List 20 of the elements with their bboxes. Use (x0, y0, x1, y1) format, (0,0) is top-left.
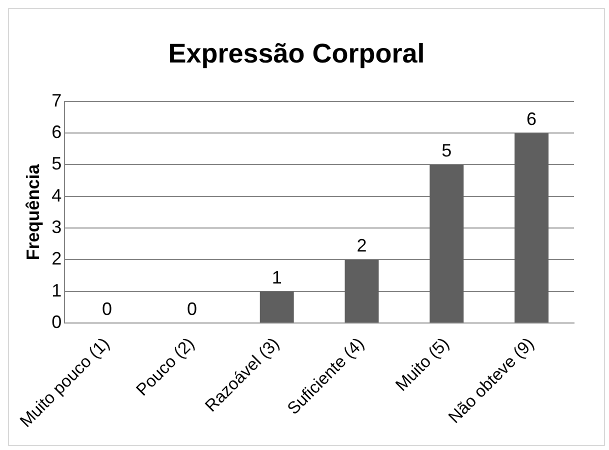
y-tick-label: 3 (52, 217, 62, 238)
y-tick-label: 1 (52, 280, 62, 300)
chart-title: Expressão Corporal (168, 38, 425, 69)
bar (514, 133, 549, 323)
data-label: 2 (356, 236, 367, 256)
y-tick-label: 6 (52, 122, 62, 142)
data-label: 1 (272, 267, 282, 288)
y-tick-label: 2 (52, 248, 62, 269)
bar (430, 164, 464, 323)
data-label: 0 (186, 299, 197, 320)
data-label: 5 (442, 140, 452, 161)
data-label: 6 (526, 109, 537, 130)
y-tick-label: 4 (52, 185, 62, 206)
y-axis-title: Frequência (22, 163, 43, 260)
y-tick-label: 5 (52, 154, 62, 174)
y-tick-label: 0 (52, 312, 62, 332)
data-label: 0 (102, 299, 112, 320)
y-tick-label: 7 (52, 90, 62, 110)
bar (344, 260, 379, 323)
bar (260, 291, 294, 323)
